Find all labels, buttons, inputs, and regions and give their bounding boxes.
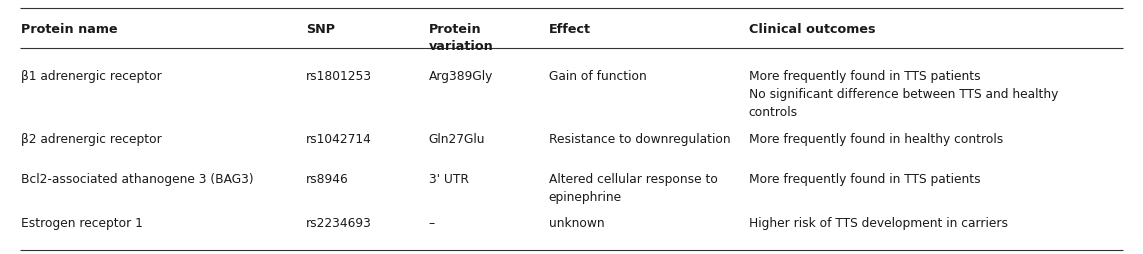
Text: Bcl2-associated athanogene 3 (BAG3): Bcl2-associated athanogene 3 (BAG3): [21, 172, 254, 185]
Text: unknown: unknown: [549, 216, 605, 229]
Text: Protein
variation: Protein variation: [429, 23, 494, 52]
Text: Altered cellular response to
epinephrine: Altered cellular response to epinephrine: [549, 172, 718, 203]
Text: rs1801253: rs1801253: [306, 70, 373, 83]
Text: rs8946: rs8946: [306, 172, 349, 185]
Text: Gain of function: Gain of function: [549, 70, 647, 83]
Text: SNP: SNP: [306, 23, 335, 36]
Text: β1 adrenergic receptor: β1 adrenergic receptor: [21, 70, 161, 83]
Text: Gln27Glu: Gln27Glu: [429, 133, 485, 146]
Text: More frequently found in TTS patients: More frequently found in TTS patients: [749, 172, 981, 185]
Text: β2 adrenergic receptor: β2 adrenergic receptor: [21, 133, 161, 146]
Text: Higher risk of TTS development in carriers: Higher risk of TTS development in carrie…: [749, 216, 1008, 229]
Text: Clinical outcomes: Clinical outcomes: [749, 23, 876, 36]
Text: More frequently found in healthy controls: More frequently found in healthy control…: [749, 133, 1002, 146]
Text: More frequently found in TTS patients
No significant difference between TTS and : More frequently found in TTS patients No…: [749, 70, 1058, 119]
Text: rs1042714: rs1042714: [306, 133, 373, 146]
Text: Protein name: Protein name: [21, 23, 118, 36]
Text: rs2234693: rs2234693: [306, 216, 373, 229]
Text: –: –: [429, 216, 434, 229]
Text: Effect: Effect: [549, 23, 591, 36]
Text: Resistance to downregulation: Resistance to downregulation: [549, 133, 730, 146]
Text: Estrogen receptor 1: Estrogen receptor 1: [21, 216, 143, 229]
Text: 3' UTR: 3' UTR: [429, 172, 469, 185]
Text: Arg389Gly: Arg389Gly: [429, 70, 493, 83]
